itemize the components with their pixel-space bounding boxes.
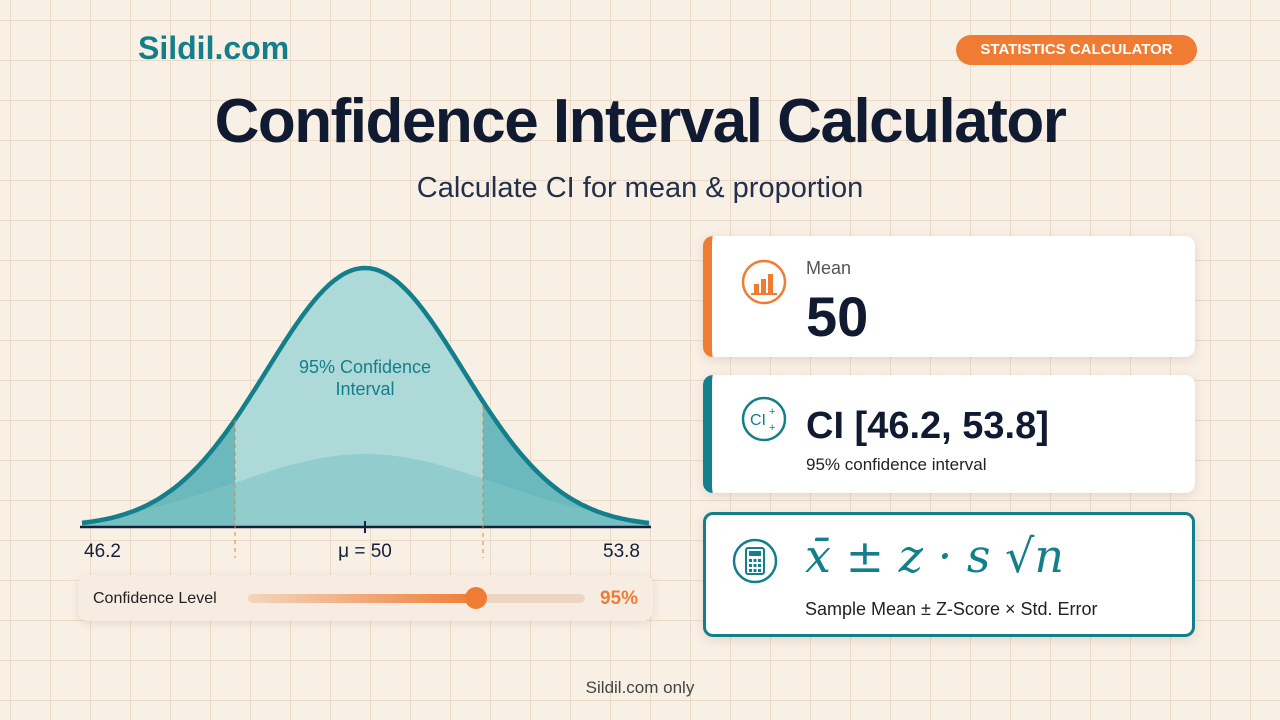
slider-fill [248, 594, 478, 603]
formula: x̄ ± z · s √n [805, 529, 1064, 583]
inner-curve [82, 454, 650, 527]
curve-line [81, 265, 650, 526]
svg-text:+: + [769, 406, 775, 418]
slider-track [248, 587, 585, 609]
axis-label: μ = 50 [338, 541, 392, 562]
slider-label: Confidence Level [93, 590, 217, 607]
badge: STATISTICS CALCULATOR [956, 35, 1197, 65]
calculator-icon [732, 538, 778, 584]
footer: Sildil.com only [585, 678, 695, 697]
card-value: CI [46.2, 53.8] [806, 405, 1049, 447]
interval-label: Interval [335, 379, 394, 399]
mean-card: Mean 50 [703, 236, 1195, 357]
card-label: Sample Mean ± Z-Score × Std. Error [805, 599, 1098, 619]
formula-card: x̄ ± z · s √n Sample Mean ± Z-Score × St… [703, 512, 1195, 637]
axis-label: 53.8 [603, 541, 640, 562]
slider-value: 95% [599, 588, 638, 609]
slider-thumb[interactable] [465, 587, 487, 609]
card-label: 95% confidence interval [806, 455, 987, 474]
ci-card: CI + + CI [46.2, 53.8] 95% confidence inte… [703, 375, 1195, 493]
slider[interactable]: Confidence Level 95% [78, 575, 653, 621]
curve-illustration: 95% Confidence Interval 46.2 μ = 50 53.8 [80, 265, 651, 562]
svg-text:CI: CI [750, 412, 766, 429]
brand: Sildil.com [138, 30, 290, 66]
subtitle: Calculate CI for mean & proportion [416, 172, 864, 204]
axis-label: 46.2 [84, 541, 121, 562]
svg-text:+: + [769, 422, 775, 434]
interval-label: 95% Confidence [299, 357, 431, 377]
title: Confidence Interval Calculator [214, 87, 1067, 156]
chart-icon [741, 259, 787, 305]
card-label: Mean [806, 258, 852, 278]
ci-icon: CI + + [741, 396, 787, 442]
card-value: 50 [806, 285, 869, 348]
